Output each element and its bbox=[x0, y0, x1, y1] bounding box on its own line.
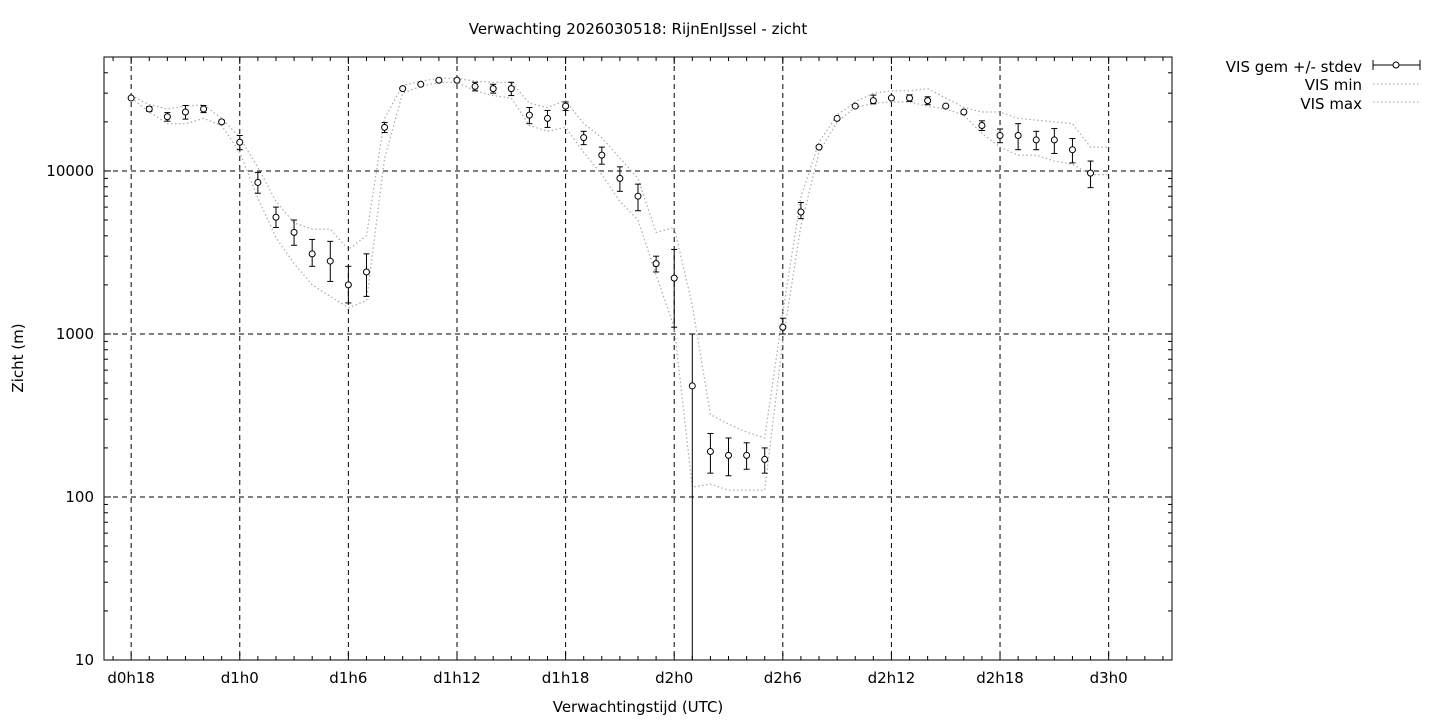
data-point bbox=[616, 174, 624, 182]
x-tick-label: d3h0 bbox=[1090, 669, 1128, 687]
data-point bbox=[200, 105, 208, 113]
y-axis-label: Zicht (m) bbox=[9, 323, 27, 392]
x-tick-label: d1h18 bbox=[542, 669, 590, 687]
data-point bbox=[960, 108, 968, 116]
data-point bbox=[308, 250, 316, 258]
legend-label-max: VIS max bbox=[1300, 95, 1362, 113]
legend-swatch-mean bbox=[1372, 60, 1421, 70]
data-point bbox=[344, 281, 352, 289]
data-point bbox=[272, 213, 280, 221]
data-point bbox=[652, 260, 660, 268]
data-point bbox=[543, 114, 551, 122]
data-point bbox=[236, 138, 244, 146]
data-point bbox=[670, 274, 678, 282]
legend: VIS gem +/- stdev VIS min VIS max bbox=[1226, 58, 1421, 113]
data-point bbox=[1032, 136, 1040, 144]
data-point bbox=[833, 114, 841, 122]
series-vis-mean bbox=[127, 76, 1095, 660]
data-point bbox=[1087, 169, 1095, 177]
data-point bbox=[1050, 136, 1058, 144]
data-point bbox=[145, 105, 153, 113]
data-point bbox=[163, 113, 171, 121]
data-point bbox=[743, 451, 751, 459]
x-tick-labels: d0h18 d1h0 d1h6 d1h12 d1h18 d2h0 d2h6 d2h12 d2h1… bbox=[107, 669, 1127, 687]
data-point bbox=[924, 97, 932, 105]
chart-title: Verwachting 2026030518: RijnEnIJssel - z… bbox=[469, 20, 808, 38]
data-point bbox=[942, 102, 950, 110]
data-point bbox=[181, 108, 189, 116]
data-point bbox=[290, 228, 298, 236]
data-point bbox=[218, 118, 226, 126]
data-point bbox=[1068, 146, 1076, 154]
data-point bbox=[525, 111, 533, 119]
series-vis-min bbox=[130, 81, 1109, 491]
data-point bbox=[254, 178, 262, 186]
data-point bbox=[417, 80, 425, 88]
x-tick-label: d0h18 bbox=[107, 669, 155, 687]
vis-max-line bbox=[130, 77, 1109, 439]
data-point bbox=[761, 455, 769, 463]
data-point bbox=[362, 268, 370, 276]
data-point bbox=[978, 122, 986, 130]
data-point bbox=[779, 323, 787, 331]
data-point bbox=[851, 102, 859, 110]
data-point bbox=[815, 143, 823, 151]
data-point bbox=[996, 131, 1004, 139]
x-tick-label: d2h18 bbox=[976, 669, 1024, 687]
data-point bbox=[869, 97, 877, 105]
x-tick-label: d2h6 bbox=[764, 669, 802, 687]
y-tick-label: 100 bbox=[65, 488, 94, 506]
data-point bbox=[127, 94, 135, 102]
y-tick-label: 1000 bbox=[56, 325, 94, 343]
data-point bbox=[598, 151, 606, 159]
data-point bbox=[634, 192, 642, 200]
data-point bbox=[507, 85, 515, 93]
grid bbox=[104, 57, 1172, 660]
y-tick-label: 10 bbox=[75, 651, 94, 669]
data-point bbox=[381, 123, 389, 131]
series-vis-max bbox=[130, 77, 1109, 439]
x-tick-label: d1h12 bbox=[433, 669, 481, 687]
data-point bbox=[1014, 131, 1022, 139]
x-tick-label: d1h6 bbox=[329, 669, 367, 687]
x-axis-label: Verwachtingstijd (UTC) bbox=[553, 698, 724, 716]
data-point bbox=[453, 76, 461, 84]
data-point bbox=[435, 76, 443, 84]
tick-marks bbox=[104, 56, 1172, 661]
data-point bbox=[887, 94, 895, 102]
data-point bbox=[688, 382, 696, 390]
legend-label-mean: VIS gem +/- stdev bbox=[1226, 58, 1362, 76]
data-point bbox=[399, 85, 407, 93]
data-point bbox=[326, 257, 334, 265]
data-point bbox=[562, 102, 570, 110]
data-point bbox=[725, 451, 733, 459]
data-point bbox=[797, 208, 805, 216]
y-tick-label: 10000 bbox=[46, 162, 94, 180]
legend-label-min: VIS min bbox=[1305, 76, 1362, 94]
x-tick-label: d1h0 bbox=[221, 669, 259, 687]
vis-min-line bbox=[130, 81, 1109, 491]
data-point bbox=[580, 134, 588, 142]
data-point bbox=[471, 82, 479, 90]
data-point bbox=[489, 85, 497, 93]
data-point bbox=[706, 448, 714, 456]
y-tick-labels: 10 100 1000 10000 bbox=[46, 162, 94, 669]
x-tick-label: d2h12 bbox=[868, 669, 916, 687]
data-point bbox=[906, 94, 914, 102]
x-tick-label: d2h0 bbox=[655, 669, 693, 687]
plot-frame bbox=[103, 56, 1173, 661]
